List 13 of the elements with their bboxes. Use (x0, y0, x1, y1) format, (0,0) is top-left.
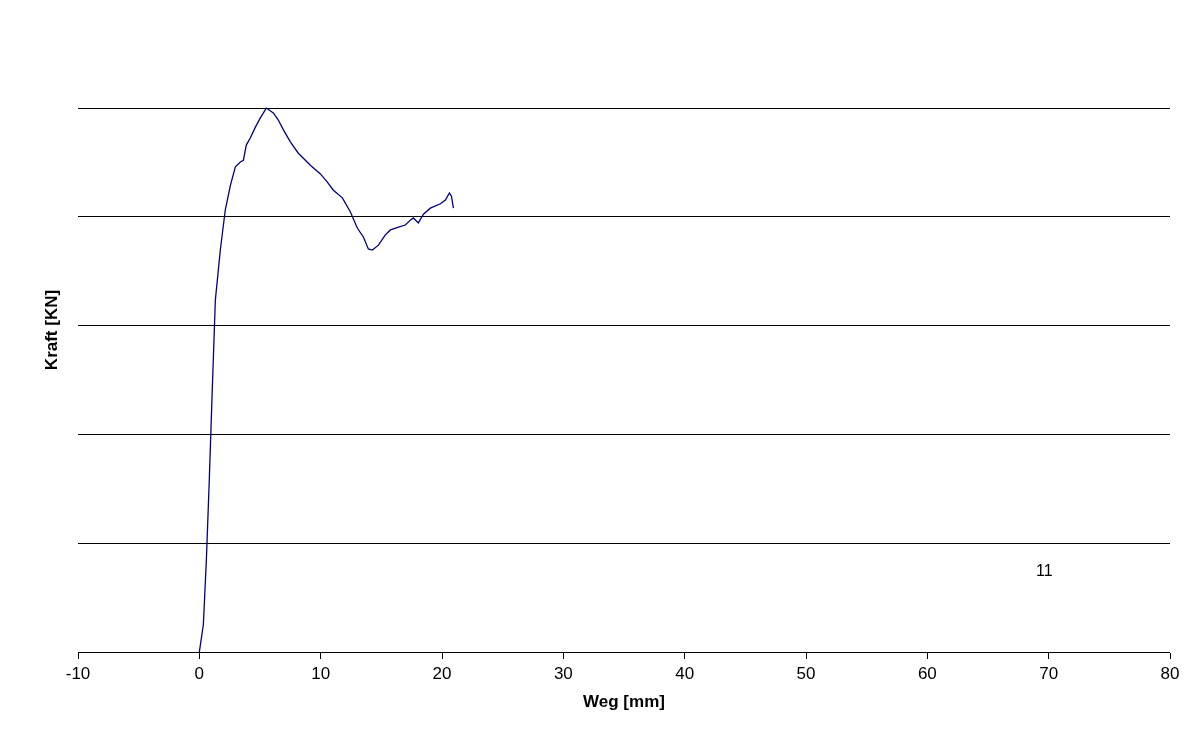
x-tick-label: 50 (796, 664, 816, 684)
x-tick-label: 60 (917, 664, 937, 684)
x-tick-label: 30 (553, 664, 573, 684)
x-axis-title: Weg [mm] (583, 691, 665, 711)
x-tick-label: 80 (1160, 664, 1180, 684)
x-tick-label: 70 (1039, 664, 1059, 684)
x-tick-label: 20 (432, 664, 452, 684)
x-tick-label: 40 (675, 664, 695, 684)
x-tick-label: 0 (194, 664, 205, 684)
x-tick-label: 10 (311, 664, 331, 684)
y-axis-title: Kraft [KN] (41, 289, 61, 371)
x-tick-label: -10 (65, 664, 91, 684)
annotation: 11 (1036, 562, 1053, 579)
